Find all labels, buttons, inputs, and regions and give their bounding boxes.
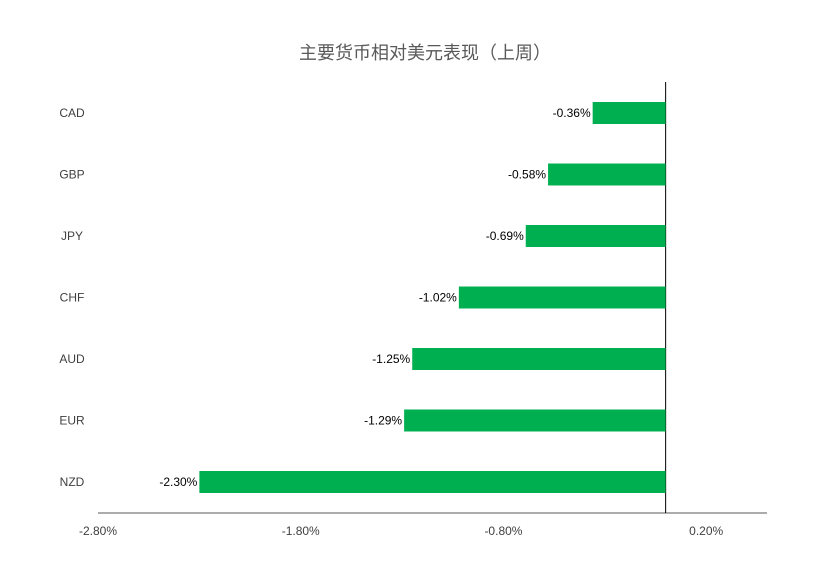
category-label-chf: CHF xyxy=(60,291,85,305)
bar-chf xyxy=(458,286,666,309)
data-label-jpy: -0.69% xyxy=(486,229,524,243)
x-tick-label: -2.80% xyxy=(79,524,117,538)
bar-nzd xyxy=(199,471,666,493)
data-label-gbp: -0.58% xyxy=(508,168,546,182)
bar-eur xyxy=(404,409,666,432)
category-labels: CAD GBP JPY CHF AUD EUR NZD xyxy=(59,106,85,489)
category-label-nzd: NZD xyxy=(60,475,85,489)
x-tick-label: -0.80% xyxy=(484,524,522,538)
data-label-eur: -1.29% xyxy=(364,414,402,428)
category-label-jpy: JPY xyxy=(61,229,83,243)
category-label-eur: EUR xyxy=(59,414,85,428)
chart-title: 主要货币相对美元表现（上周） xyxy=(299,43,551,64)
x-tick-labels: -2.80% -1.80% -0.80% 0.20% xyxy=(79,524,724,538)
bars-group: -0.36% -0.58% -0.69% -1.02% -1.25% -1.29% -2.3… xyxy=(159,102,666,493)
bar-gbp xyxy=(548,163,666,186)
category-label-gbp: GBP xyxy=(59,168,84,182)
bar-cad xyxy=(592,102,666,124)
category-label-aud: AUD xyxy=(59,352,85,366)
bar-jpy xyxy=(525,225,666,247)
data-label-chf: -1.02% xyxy=(419,291,457,305)
data-label-aud: -1.25% xyxy=(372,352,410,366)
data-label-cad: -0.36% xyxy=(553,106,591,120)
x-tick-label: 0.20% xyxy=(689,524,723,538)
x-tick-label: -1.80% xyxy=(282,524,320,538)
category-label-cad: CAD xyxy=(59,106,85,120)
bar-aud xyxy=(412,348,666,370)
data-label-nzd: -2.30% xyxy=(159,475,197,489)
